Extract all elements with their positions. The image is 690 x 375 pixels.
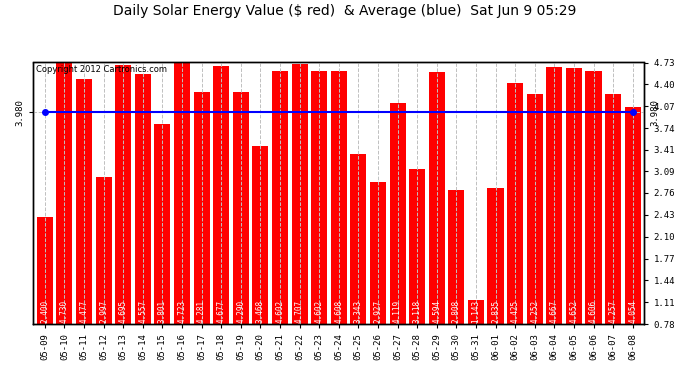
Bar xyxy=(253,146,268,375)
Text: 3.468: 3.468 xyxy=(256,300,265,323)
Text: 4.608: 4.608 xyxy=(334,300,343,323)
Bar xyxy=(468,300,484,375)
Bar xyxy=(370,182,386,375)
Bar xyxy=(448,190,464,375)
Text: 4.054: 4.054 xyxy=(628,300,637,323)
Bar xyxy=(409,169,425,375)
Bar xyxy=(213,66,229,375)
Text: 4.652: 4.652 xyxy=(569,300,578,323)
Text: 2.997: 2.997 xyxy=(99,300,108,323)
Text: 3.980: 3.980 xyxy=(651,99,660,126)
Text: 4.425: 4.425 xyxy=(511,300,520,323)
Bar xyxy=(291,64,308,375)
Bar xyxy=(586,71,602,375)
Text: 4.257: 4.257 xyxy=(609,300,618,323)
Text: 4.281: 4.281 xyxy=(197,300,206,323)
Bar xyxy=(390,103,406,375)
Bar xyxy=(174,63,190,375)
Text: 4.602: 4.602 xyxy=(315,300,324,323)
Text: 4.707: 4.707 xyxy=(295,300,304,323)
Bar xyxy=(331,70,347,375)
Bar xyxy=(605,94,621,375)
Text: 2.927: 2.927 xyxy=(373,300,382,323)
Text: 3.801: 3.801 xyxy=(158,300,167,323)
Text: 1.143: 1.143 xyxy=(471,300,480,323)
Bar xyxy=(37,217,53,375)
Bar xyxy=(57,63,72,375)
Bar xyxy=(546,67,562,375)
Text: 4.677: 4.677 xyxy=(217,300,226,323)
Bar xyxy=(233,92,249,375)
Bar xyxy=(351,154,366,375)
Text: 4.606: 4.606 xyxy=(589,300,598,323)
Text: 4.252: 4.252 xyxy=(530,300,539,323)
Bar xyxy=(115,65,131,375)
Bar xyxy=(526,94,543,375)
Text: 2.835: 2.835 xyxy=(491,300,500,323)
Bar xyxy=(566,68,582,375)
Bar xyxy=(507,83,523,375)
Bar xyxy=(95,177,112,375)
Text: 4.730: 4.730 xyxy=(60,300,69,323)
Bar xyxy=(193,92,210,375)
Bar xyxy=(488,188,504,375)
Text: Copyright 2012 Cartronics.com: Copyright 2012 Cartronics.com xyxy=(36,65,167,74)
Text: 4.477: 4.477 xyxy=(79,300,88,323)
Bar xyxy=(76,79,92,375)
Text: 4.290: 4.290 xyxy=(236,300,245,323)
Text: 4.723: 4.723 xyxy=(177,300,186,323)
Text: 3.343: 3.343 xyxy=(354,300,363,323)
Bar xyxy=(624,107,641,375)
Text: 4.119: 4.119 xyxy=(393,300,402,323)
Bar xyxy=(135,74,151,375)
Text: Daily Solar Energy Value ($ red)  & Average (blue)  Sat Jun 9 05:29: Daily Solar Energy Value ($ red) & Avera… xyxy=(113,4,577,18)
Text: 4.667: 4.667 xyxy=(550,300,559,323)
Text: 4.695: 4.695 xyxy=(119,300,128,323)
Text: 4.557: 4.557 xyxy=(138,300,147,323)
Bar xyxy=(272,71,288,375)
Bar xyxy=(155,124,170,375)
Text: 4.602: 4.602 xyxy=(275,300,284,323)
Text: 4.594: 4.594 xyxy=(432,300,441,323)
Text: 2.808: 2.808 xyxy=(452,300,461,323)
Text: 3.118: 3.118 xyxy=(413,300,422,323)
Text: 2.400: 2.400 xyxy=(40,300,49,323)
Bar xyxy=(428,72,445,375)
Bar xyxy=(311,71,327,375)
